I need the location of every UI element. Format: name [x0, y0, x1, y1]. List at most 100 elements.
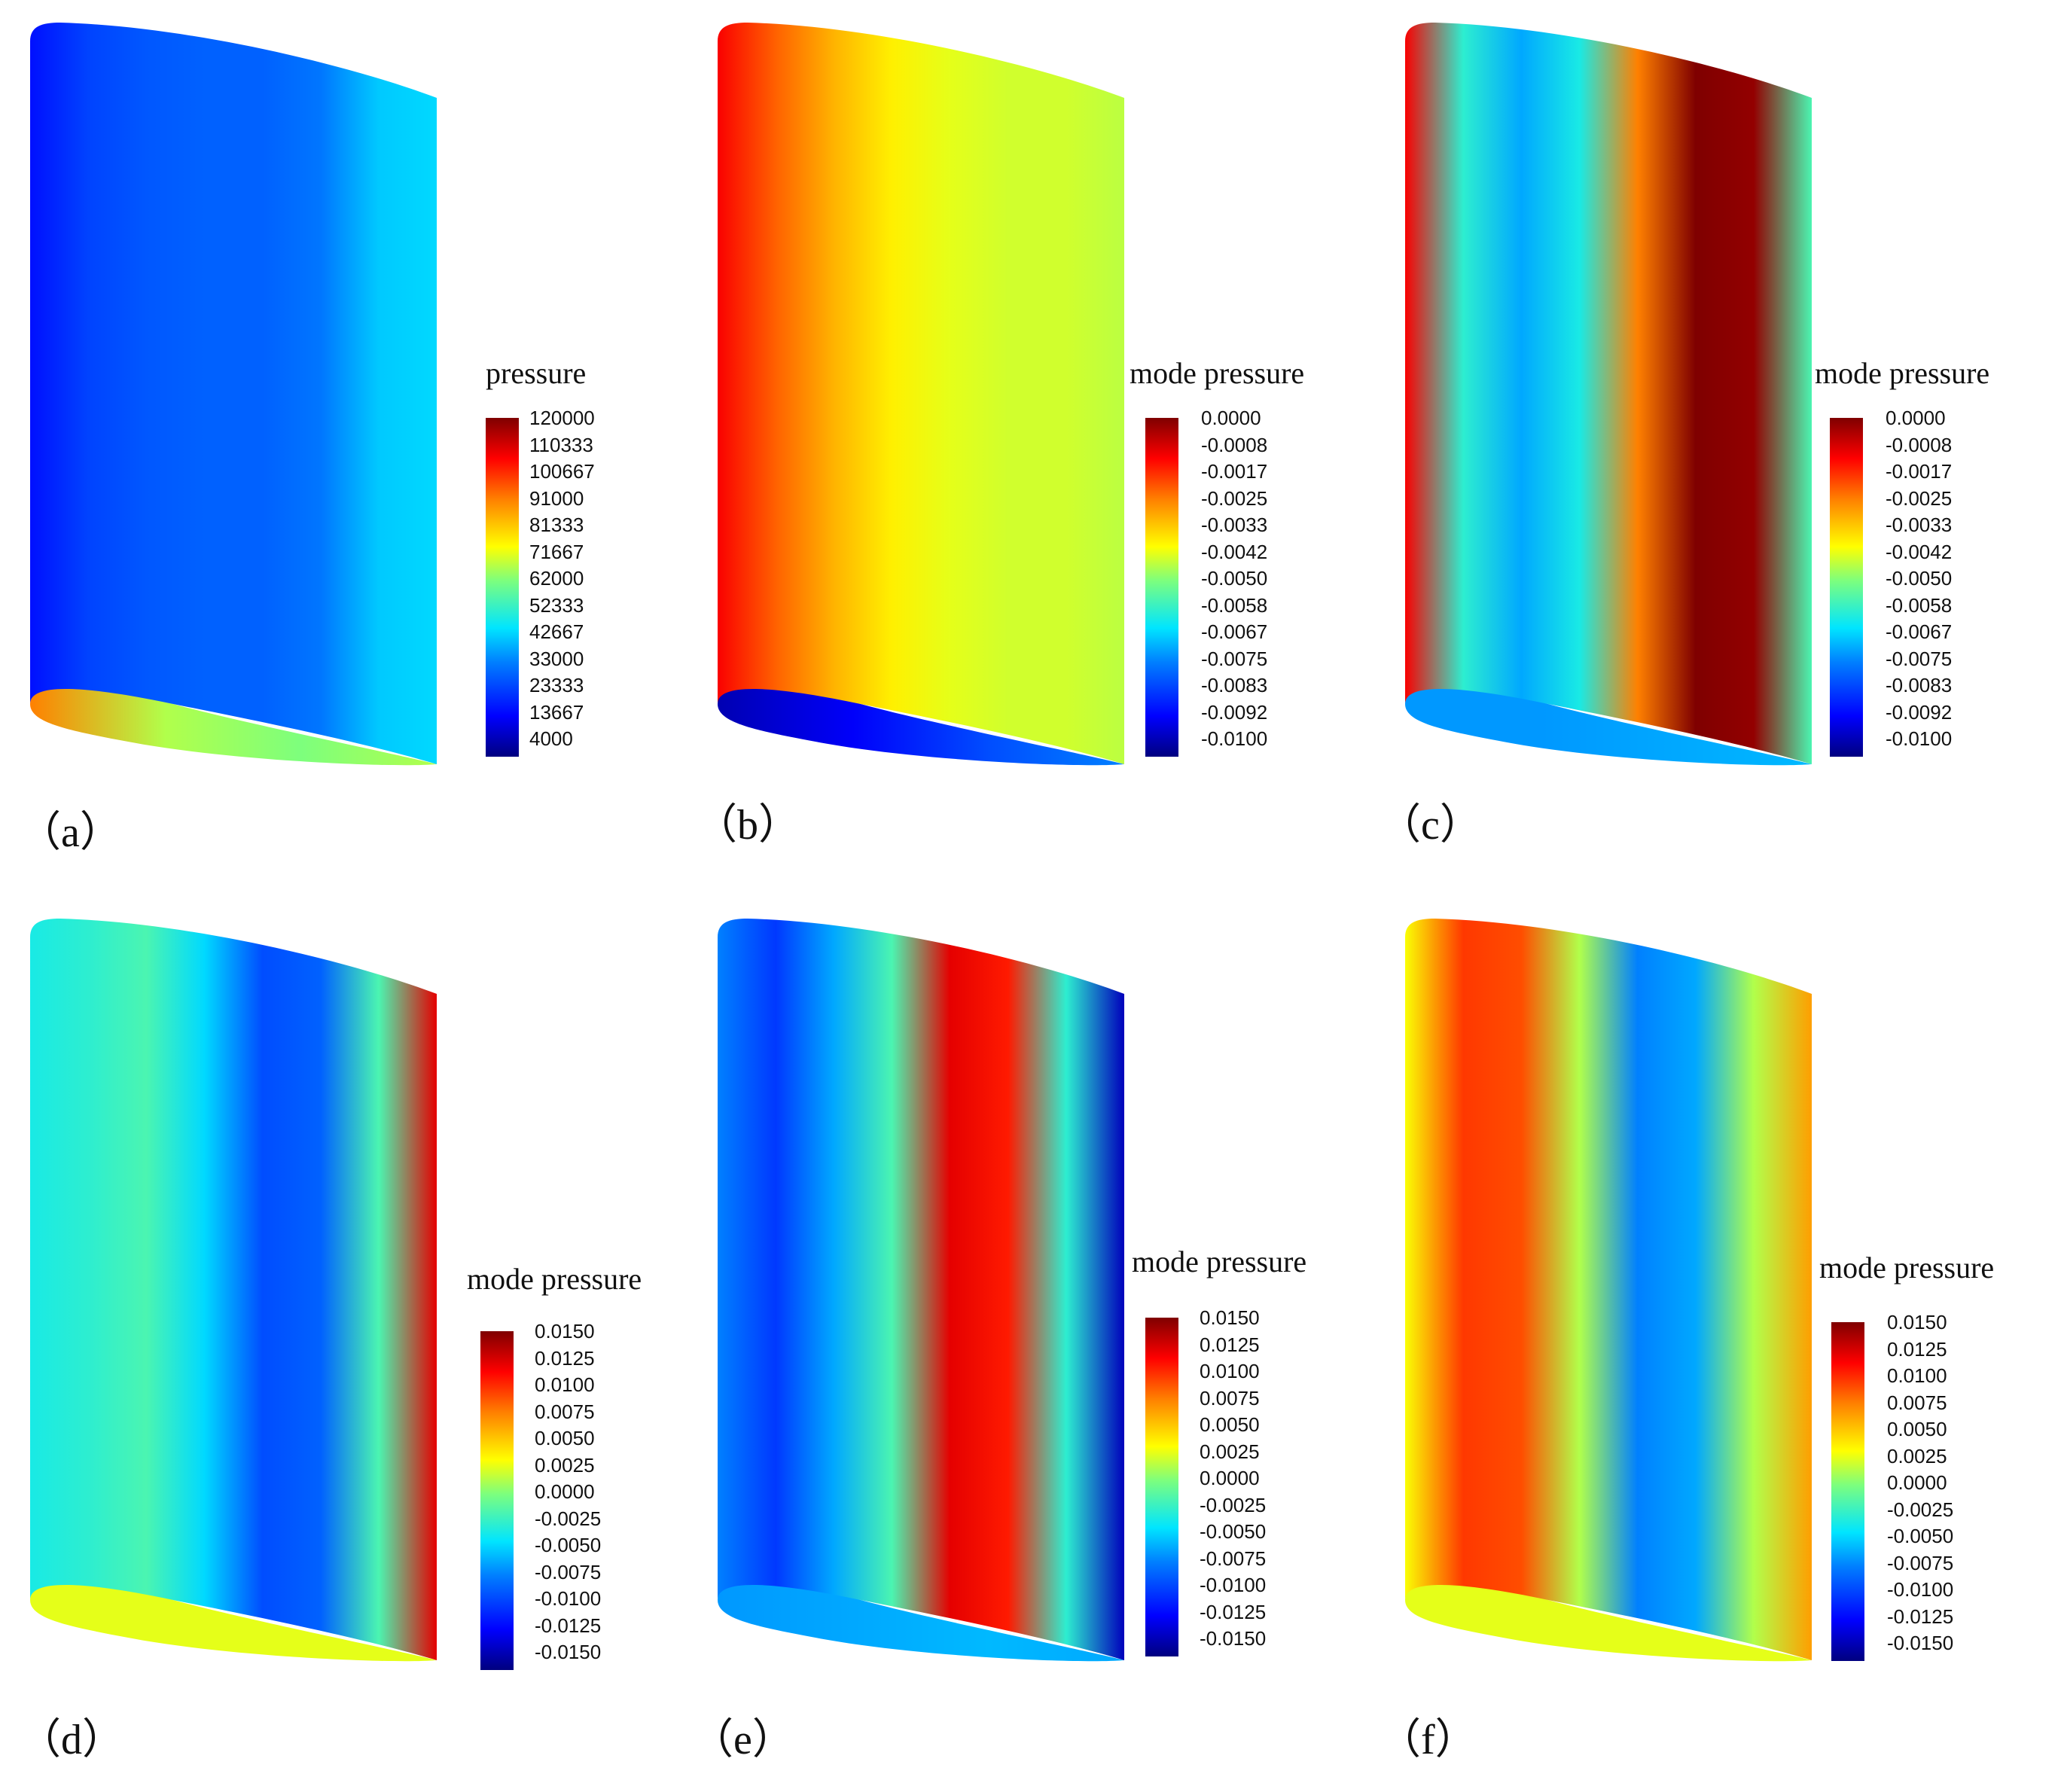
tick-label: -0.0058: [1201, 593, 1268, 617]
blade-body: [718, 23, 1124, 764]
tick-label: 33000: [529, 647, 584, 670]
blade-bottom-cap: [1405, 1581, 1812, 1662]
tick-label: -0.0075: [1887, 1551, 1954, 1574]
tick-label: -0.0050: [1886, 567, 1953, 590]
tick-label: -0.0075: [1201, 647, 1268, 670]
panel-a: pressure 120000 110333 100667 91000 8133…: [0, 0, 687, 896]
tick-label: -0.0050: [1201, 567, 1268, 590]
panel-f: mode pressure 0.0150 0.0125 0.0100 0.007…: [1375, 896, 2062, 1792]
colorbar-ticks-d: 0.0150 0.0125 0.0100 0.0075 0.0050 0.002…: [535, 1321, 601, 1662]
tick-label: -0.0083: [1886, 674, 1953, 696]
colorbar-title-d: mode pressure: [467, 1262, 642, 1296]
tick-label: -0.0033: [1201, 514, 1268, 536]
tick-label: -0.0025: [1200, 1493, 1267, 1516]
blade-body: [30, 23, 437, 764]
tick-label: 23333: [529, 674, 584, 696]
panel-label-d: （d）: [19, 1717, 124, 1763]
panel-b: mode pressure 0.0000 -0.0008 -0.0017 -0.…: [687, 0, 1375, 896]
colorbar-title-b: mode pressure: [1130, 356, 1305, 390]
tick-label: -0.0100: [535, 1587, 602, 1610]
tick-label: 4000: [529, 727, 573, 750]
panel-c: mode pressure 0.0000 -0.0008 -0.0017 -0.…: [1375, 0, 2062, 896]
colorbar-title-a: pressure: [486, 356, 587, 390]
tick-label: -0.0025: [1886, 486, 1953, 510]
tick-label: -0.0017: [1201, 460, 1268, 483]
tick-label: 91000: [529, 486, 584, 510]
tick-label: -0.0083: [1201, 674, 1268, 696]
tick-label: 0.0150: [535, 1320, 595, 1342]
blade-body: [1405, 919, 1812, 1660]
tick-label: -0.0075: [1200, 1547, 1267, 1570]
tick-label: -0.0100: [1201, 727, 1268, 750]
tick-label: 0.0075: [535, 1400, 595, 1423]
tick-label: -0.0067: [1201, 620, 1268, 643]
colorbar-title-e: mode pressure: [1132, 1245, 1307, 1278]
blade-surface-a: [30, 23, 437, 766]
blade-body: [718, 919, 1124, 1660]
tick-label: 0.0050: [1887, 1418, 1947, 1440]
tick-label: -0.0050: [535, 1534, 602, 1556]
tick-label: -0.0092: [1201, 700, 1268, 724]
colorbar-ticks-e: 0.0150 0.0125 0.0100 0.0075 0.0050 0.002…: [1200, 1308, 1266, 1648]
panel-label-b: （b）: [695, 802, 800, 849]
tick-label: -0.0042: [1201, 540, 1268, 563]
blade-body: [30, 919, 437, 1660]
tick-label: 81333: [529, 514, 584, 536]
panel-label-c: （c）: [1379, 802, 1482, 849]
tick-label: 0.0125: [535, 1346, 595, 1370]
tick-label: -0.0125: [535, 1614, 602, 1637]
colorbar-c: [1830, 418, 1863, 757]
colorbar-ticks-b: 0.0000 -0.0008 -0.0017 -0.0025 -0.0033 -…: [1201, 408, 1267, 748]
tick-label: 0.0000: [535, 1480, 595, 1503]
tick-label: -0.0058: [1886, 593, 1953, 617]
blade-bottom-cap: [30, 685, 437, 766]
tick-label: 0.0000: [1887, 1471, 1947, 1494]
tick-label: -0.0050: [1887, 1525, 1954, 1547]
tick-label: 0.0100: [1887, 1364, 1947, 1387]
tick-label: -0.0025: [1201, 486, 1268, 510]
tick-label: 0.0150: [1200, 1306, 1260, 1329]
colorbar-f: [1831, 1322, 1864, 1661]
tick-label: 0.0125: [1200, 1333, 1260, 1356]
tick-label: -0.0025: [535, 1507, 602, 1530]
blade-bottom-cap: [30, 1581, 437, 1662]
tick-label: 0.0100: [535, 1373, 595, 1396]
tick-label: -0.0150: [1200, 1627, 1267, 1650]
colorbar-e: [1145, 1318, 1178, 1656]
tick-label: -0.0008: [1886, 433, 1953, 456]
tick-label: -0.0067: [1886, 620, 1953, 643]
blade-surface-c: [1405, 23, 1812, 766]
tick-label: -0.0017: [1886, 460, 1953, 483]
blade-surface-d: [30, 919, 437, 1662]
tick-label: 0.0125: [1887, 1337, 1947, 1361]
panel-label-f: （f）: [1379, 1717, 1477, 1763]
tick-label: 0.0050: [1200, 1413, 1260, 1436]
tick-label: -0.0008: [1201, 433, 1268, 456]
tick-label: 62000: [529, 567, 584, 590]
blade-body: [1405, 23, 1812, 764]
colorbar-ticks-c: 0.0000 -0.0008 -0.0017 -0.0025 -0.0033 -…: [1886, 408, 1952, 748]
tick-label: 52333: [529, 593, 584, 617]
tick-label: -0.0025: [1887, 1498, 1954, 1521]
tick-label: -0.0125: [1887, 1605, 1954, 1628]
tick-label: -0.0125: [1200, 1600, 1267, 1623]
tick-label: 0.0000: [1201, 407, 1261, 429]
tick-label: -0.0100: [1887, 1578, 1954, 1601]
tick-label: 0.0025: [1200, 1440, 1260, 1463]
tick-label: 71667: [529, 540, 584, 563]
tick-label: 0.0150: [1887, 1311, 1947, 1333]
blade-surface-e: [718, 919, 1124, 1662]
panel-e: mode pressure 0.0150 0.0125 0.0100 0.007…: [687, 896, 1375, 1792]
blade-bottom-cap: [1405, 685, 1812, 766]
tick-label: 0.0075: [1200, 1386, 1260, 1410]
tick-label: -0.0150: [1887, 1632, 1954, 1654]
colorbar-ticks-f: 0.0150 0.0125 0.0100 0.0075 0.0050 0.002…: [1887, 1312, 1953, 1653]
tick-label: -0.0092: [1886, 700, 1953, 724]
tick-label: 0.0050: [535, 1427, 595, 1449]
colorbar-d: [480, 1331, 514, 1670]
tick-label: -0.0150: [535, 1641, 602, 1663]
tick-label: -0.0033: [1886, 514, 1953, 536]
colorbar-title-f: mode pressure: [1819, 1251, 1995, 1285]
tick-label: -0.0075: [1886, 647, 1953, 670]
